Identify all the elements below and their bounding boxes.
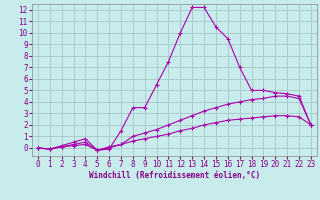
X-axis label: Windchill (Refroidissement éolien,°C): Windchill (Refroidissement éolien,°C) bbox=[89, 171, 260, 180]
